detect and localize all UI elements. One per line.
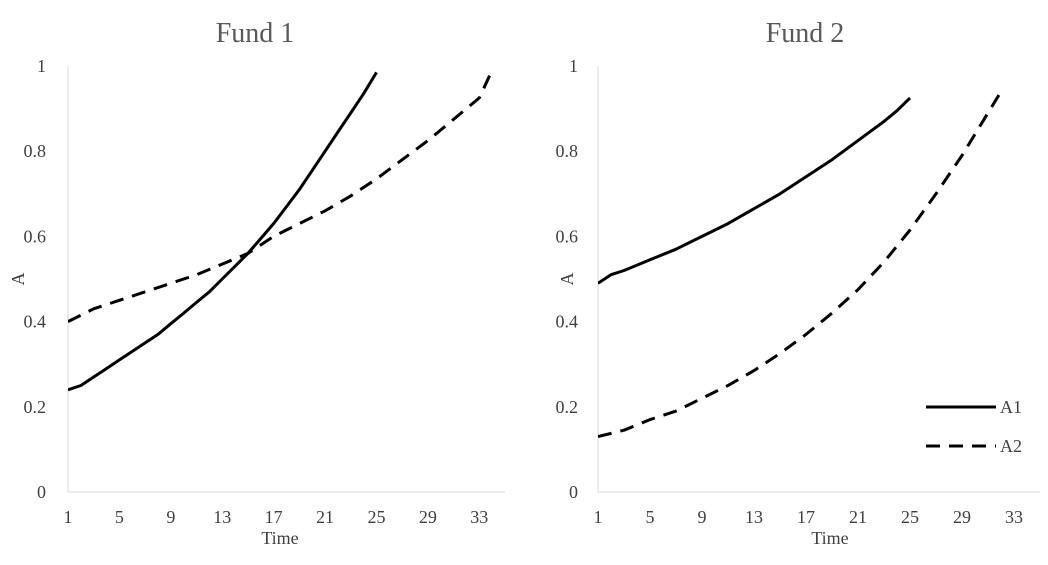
y-axis-label: A <box>8 273 28 286</box>
series-line-a1 <box>598 96 912 285</box>
x-tick-label: 21 <box>849 507 867 527</box>
y-tick-label: 0.4 <box>556 312 579 332</box>
chart-panel-2: Fund 2 0 0.2 0.4 0.6 0.8 1 1 5 9 13 17 21 25 29 33 Time A… <box>556 18 1040 548</box>
x-tick-label: 17 <box>797 507 815 527</box>
y-tick-label: 0.4 <box>24 312 47 332</box>
y-tick-label: 0.6 <box>24 226 47 246</box>
y-axis-label: A <box>557 273 577 286</box>
x-tick-label: 29 <box>953 507 971 527</box>
legend-label-a1: A1 <box>1000 397 1022 417</box>
x-tick-label: 5 <box>115 507 124 527</box>
y-tick-label: 0.6 <box>556 226 579 246</box>
x-tick-label: 17 <box>265 507 283 527</box>
chart-legend: A1 A2 <box>926 397 1022 456</box>
legend-label-a2: A2 <box>1000 436 1022 456</box>
y-tick-label: 0 <box>569 482 578 502</box>
x-tick-label: 9 <box>698 507 707 527</box>
x-axis-label: Time <box>261 528 298 548</box>
chart-title: Fund 2 <box>766 18 845 49</box>
series-line-a2 <box>68 69 494 323</box>
y-tick-label: 0 <box>37 482 46 502</box>
x-axis-label: Time <box>811 528 848 548</box>
y-tick-label: 0.8 <box>24 141 47 161</box>
x-tick-label: 29 <box>419 507 437 527</box>
y-tick-label: 1 <box>37 56 46 76</box>
x-tick-label: 25 <box>901 507 919 527</box>
x-tick-label: 5 <box>646 507 655 527</box>
y-tick-label: 1 <box>569 56 578 76</box>
x-tick-label: 13 <box>745 507 763 527</box>
series-line-a2 <box>598 90 1003 439</box>
x-tick-label: 33 <box>1005 507 1023 527</box>
series-line-a1 <box>68 71 378 392</box>
x-tick-label: 25 <box>367 507 385 527</box>
x-tick-label: 13 <box>213 507 231 527</box>
x-tick-label: 1 <box>64 507 73 527</box>
y-tick-label: 0.8 <box>556 141 579 161</box>
x-tick-label: 21 <box>316 507 334 527</box>
y-tick-label: 0.2 <box>556 397 579 417</box>
x-tick-label: 1 <box>594 507 603 527</box>
x-tick-label: 33 <box>470 507 488 527</box>
chart-title: Fund 1 <box>216 18 295 49</box>
chart-panel-1: Fund 1 0 0.2 0.4 0.6 0.8 1 1 5 9 13 17 21 25 29 33 Time A <box>8 18 505 548</box>
x-tick-label: 9 <box>166 507 175 527</box>
y-tick-label: 0.2 <box>24 397 47 417</box>
